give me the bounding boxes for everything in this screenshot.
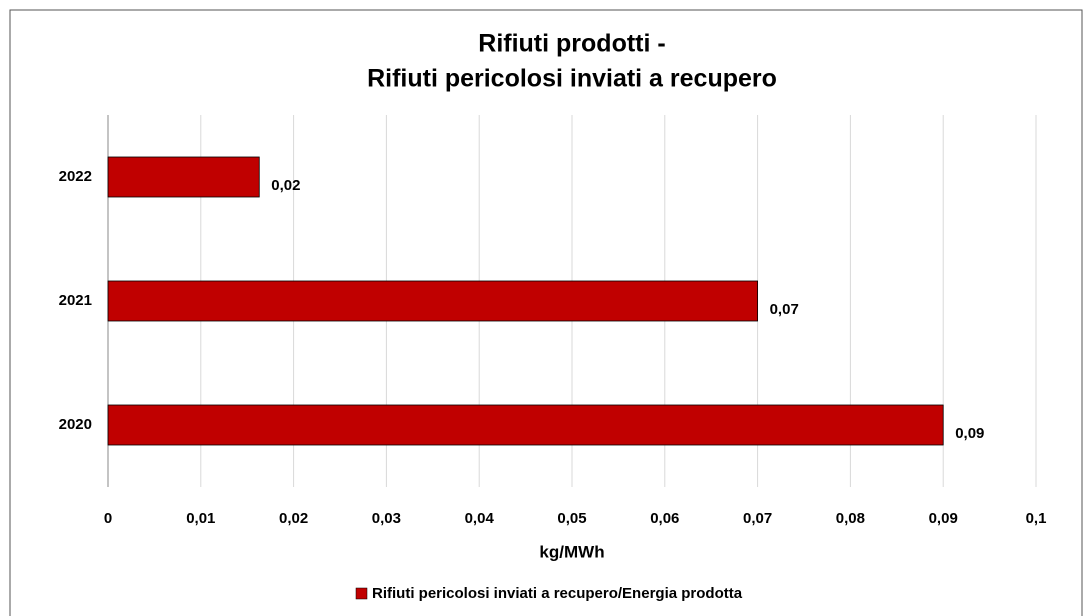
x-tick-label: 0,04 [465, 510, 495, 527]
x-axis-label: kg/MWh [539, 542, 604, 561]
data-label: 0,09 [955, 425, 984, 442]
x-tick-label: 0,08 [836, 510, 865, 527]
bar [107, 280, 758, 322]
x-tick-label: 0,07 [743, 510, 772, 527]
bar [107, 156, 260, 198]
x-tick-label: 0,09 [929, 510, 958, 527]
x-tick-label: 0,05 [557, 510, 586, 527]
x-tick-label: 0,03 [372, 510, 401, 527]
x-tick-label: 0,02 [279, 510, 308, 527]
data-label: 0,02 [271, 177, 300, 194]
bar [107, 404, 944, 446]
chart-title: Rifiuti prodotti - [478, 30, 665, 58]
data-label: 0,07 [770, 301, 799, 318]
x-tick-label: 0,1 [1026, 510, 1047, 527]
y-tick-label: 2021 [59, 292, 92, 309]
y-tick-label: 2022 [59, 168, 92, 185]
chart-title: Rifiuti pericolosi inviati a recupero [367, 65, 777, 93]
y-tick-label: 2020 [59, 416, 92, 433]
x-tick-label: 0,01 [186, 510, 215, 527]
legend-swatch [355, 587, 368, 600]
x-tick-label: 0 [104, 510, 112, 527]
legend-label: Rifiuti pericolosi inviati a recupero/En… [372, 585, 743, 602]
x-tick-label: 0,06 [650, 510, 679, 527]
